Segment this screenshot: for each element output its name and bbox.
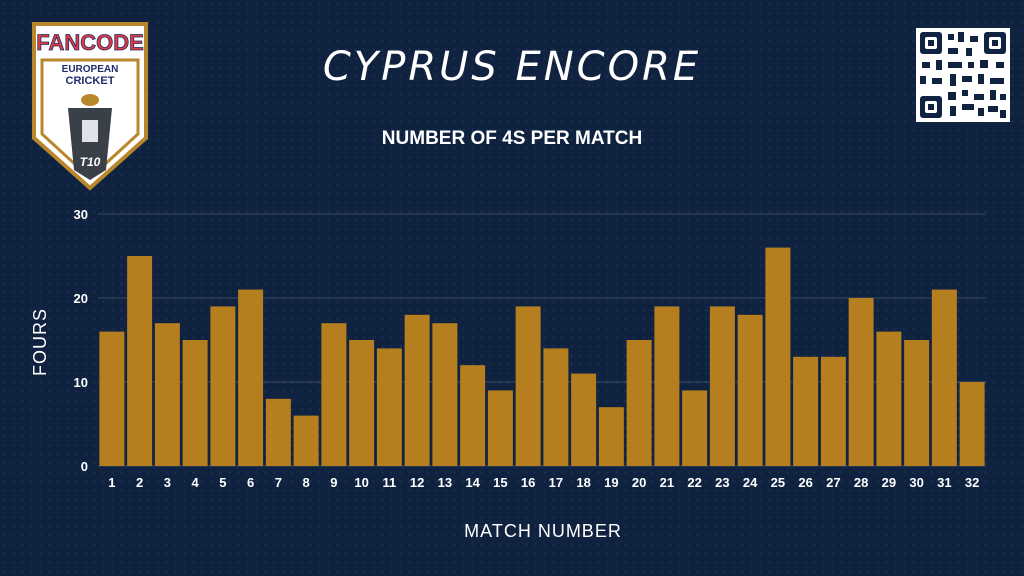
x-tick-label: 22 xyxy=(687,475,701,490)
bar-match-7 xyxy=(265,398,291,466)
x-tick-label: 4 xyxy=(192,475,200,490)
bar-match-12 xyxy=(404,314,430,466)
x-tick-label: 20 xyxy=(632,475,646,490)
x-tick-label: 10 xyxy=(354,475,368,490)
logo-line2-text: CRICKET xyxy=(66,75,115,87)
bar-match-20 xyxy=(626,340,652,466)
bar-match-22 xyxy=(682,390,708,466)
bar-match-23 xyxy=(709,306,735,466)
x-tick-label: 8 xyxy=(303,475,310,490)
bar-match-26 xyxy=(793,356,819,466)
bar-match-4 xyxy=(182,340,208,466)
bar-match-1 xyxy=(99,331,125,466)
x-tick-label: 14 xyxy=(465,475,480,490)
bar-match-31 xyxy=(931,289,957,466)
bar-match-24 xyxy=(737,314,763,466)
bar-match-2 xyxy=(127,256,153,466)
bar-match-3 xyxy=(154,323,180,466)
x-tick-label: 3 xyxy=(164,475,171,490)
bar-match-27 xyxy=(820,356,846,466)
bar-match-10 xyxy=(349,340,375,466)
y-tick-label: 20 xyxy=(74,291,88,306)
x-tick-label: 12 xyxy=(410,475,424,490)
bar-match-6 xyxy=(238,289,264,466)
x-tick-label: 15 xyxy=(493,475,507,490)
bar-match-32 xyxy=(959,382,985,466)
x-tick-label: 5 xyxy=(219,475,226,490)
bar-match-18 xyxy=(571,373,597,466)
bar-match-16 xyxy=(515,306,541,466)
x-tick-label: 21 xyxy=(660,475,674,490)
x-tick-label: 31 xyxy=(937,475,951,490)
bar-match-30 xyxy=(904,340,930,466)
y-tick-label: 10 xyxy=(74,375,88,390)
x-tick-label: 28 xyxy=(854,475,868,490)
x-tick-label: 13 xyxy=(438,475,452,490)
x-axis-label: MATCH NUMBER xyxy=(464,521,622,541)
x-tick-label: 7 xyxy=(275,475,282,490)
bar-match-14 xyxy=(460,365,486,466)
y-tick-label: 0 xyxy=(81,459,88,474)
qr-code-icon xyxy=(916,28,1010,122)
x-tick-label: 16 xyxy=(521,475,535,490)
bar-match-8 xyxy=(293,415,319,466)
x-tick-label: 9 xyxy=(330,475,337,490)
logo-brand-text: FANCODE xyxy=(36,30,144,55)
chart-title: NUMBER OF 4S PER MATCH xyxy=(381,128,643,149)
bar-match-5 xyxy=(210,306,236,466)
bar-match-19 xyxy=(598,407,624,466)
bar-match-29 xyxy=(876,331,902,466)
x-tick-label: 2 xyxy=(136,475,143,490)
x-tick-label: 25 xyxy=(771,475,785,490)
x-tick-label: 29 xyxy=(882,475,896,490)
y-tick-label: 30 xyxy=(74,207,88,222)
x-axis-ticks: 1 2 3 4 5 6 7 8 9 10 11 12 13 14 15 16 17 18 19 20 21 22 23 24 2… xyxy=(108,475,979,490)
y-axis-label: FOURS xyxy=(30,308,50,376)
x-tick-label: 32 xyxy=(965,475,979,490)
x-tick-label: 26 xyxy=(798,475,812,490)
x-tick-label: 19 xyxy=(604,475,618,490)
x-tick-label: 1 xyxy=(108,475,115,490)
bar-match-9 xyxy=(321,323,347,466)
logo-line1-text: EUROPEAN xyxy=(62,64,119,75)
bar-match-21 xyxy=(654,306,680,466)
x-tick-label: 6 xyxy=(247,475,254,490)
bar-match-25 xyxy=(765,247,791,466)
bar-match-28 xyxy=(848,298,874,466)
x-tick-label: 30 xyxy=(909,475,923,490)
x-tick-label: 18 xyxy=(576,475,590,490)
bar-match-13 xyxy=(432,323,458,466)
logo-badge-text: T10 xyxy=(80,155,101,169)
bar-match-15 xyxy=(487,390,513,466)
x-tick-label: 11 xyxy=(383,475,397,490)
page-title: CYPRUS ENCORE xyxy=(322,44,702,90)
x-tick-label: 24 xyxy=(743,475,758,490)
x-tick-label: 17 xyxy=(549,475,563,490)
bar-match-11 xyxy=(376,348,402,466)
bars xyxy=(99,247,985,466)
bar-match-17 xyxy=(543,348,569,466)
y-axis-ticks: 0 10 20 30 xyxy=(74,207,88,474)
trophy-icon xyxy=(68,94,112,180)
fancode-european-cricket-logo: FANCODE EUROPEAN CRICKET T10 xyxy=(32,22,148,191)
x-tick-label: 27 xyxy=(826,475,840,490)
x-tick-label: 23 xyxy=(715,475,729,490)
